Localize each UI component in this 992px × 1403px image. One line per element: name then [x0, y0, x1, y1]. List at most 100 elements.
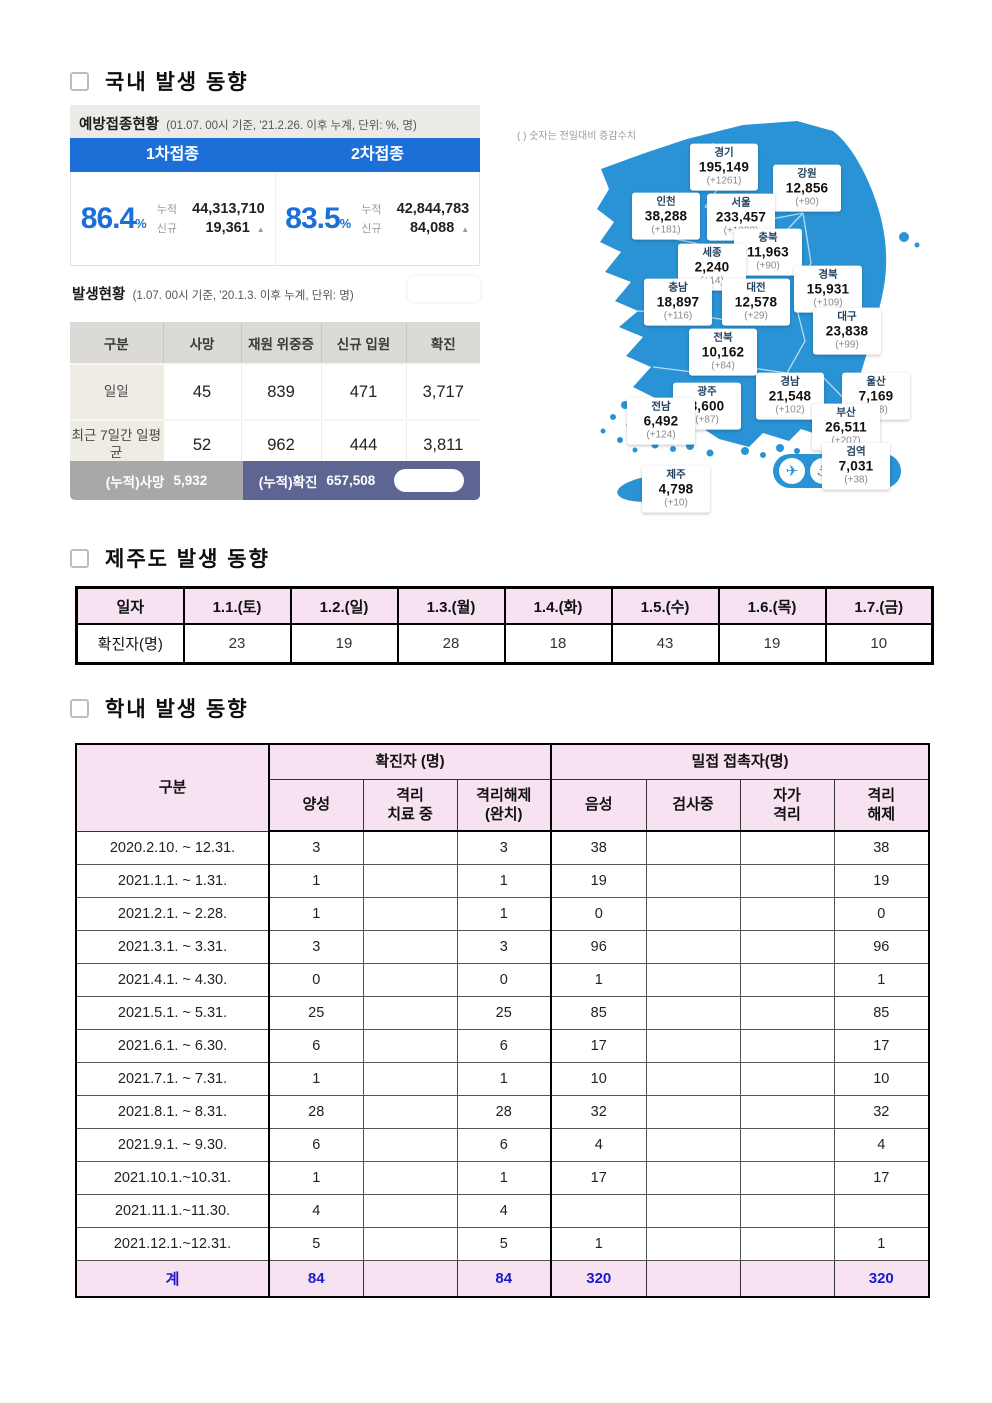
cell: 19: [717, 623, 827, 665]
dose2-new: 84,088: [409, 220, 455, 236]
region-delta: (+116): [663, 310, 693, 322]
cell: 96: [833, 930, 930, 964]
cell: [645, 996, 741, 1030]
region-value: 7,169: [858, 388, 894, 404]
cell: 52: [162, 419, 241, 469]
cell: 4: [833, 1128, 930, 1162]
region-delta: (+90): [756, 260, 780, 272]
section-heading-domestic: 국내 발생 동향: [70, 66, 249, 96]
period-cell: 2020.2.10. ~ 12.31.: [75, 830, 270, 865]
cell: [645, 1194, 741, 1228]
cell: 23: [182, 623, 292, 665]
table-row: 2021.8.1. ~ 8.31. 28 28 32 32: [75, 1095, 930, 1129]
cell: 38: [550, 830, 647, 865]
col-header: 1.3.(월): [396, 586, 506, 625]
col-header: 일자: [75, 586, 185, 625]
row-header: 확진자(명): [75, 623, 185, 665]
map-region-label: 경남 21,548 (+102): [756, 372, 824, 420]
up-arrow-icon: ▲: [256, 225, 265, 234]
col-header: 격리해제 (완치): [456, 779, 552, 832]
cell: 1: [456, 864, 552, 898]
region-name: 검역: [846, 445, 866, 458]
table-row: 2021.4.1. ~ 4.30. 0 0 1 1: [75, 963, 930, 997]
cell: 3: [456, 830, 552, 865]
cell: [739, 830, 835, 865]
cell: 3: [268, 830, 364, 865]
cell: [362, 1227, 458, 1261]
outbreak-footer: (누적)사망 5,932 (누적)확진 657,508: [70, 461, 480, 500]
vaccination-panel: 예방접종현황 (01.07. 00시 기준, '21.2.26. 이후 누계, …: [70, 105, 480, 266]
cell: 0: [456, 963, 552, 997]
region-name: 인천: [656, 195, 676, 208]
cell: 1: [456, 1062, 552, 1096]
cell: 6: [456, 1128, 552, 1162]
table-row: 2021.3.1. ~ 3.31. 3 3 96 96: [75, 930, 930, 964]
region-value: 2,240: [694, 259, 730, 275]
cumulative-confirmed: (누적)확진 657,508: [243, 461, 480, 500]
cell: [645, 864, 741, 898]
cell: 32: [833, 1095, 930, 1129]
cell: [362, 864, 458, 898]
cell: 45: [162, 363, 241, 420]
cell: 10: [550, 1062, 647, 1096]
vaccination-stats: 86.4% 누적 44,313,710 신규 19,361 ▲ 83.5% 누적 42,…: [70, 172, 480, 266]
cell: 4: [268, 1194, 364, 1228]
cell: [739, 1095, 835, 1129]
region-delta: (+124): [646, 429, 676, 441]
region-delta: (+29): [744, 310, 768, 322]
jeju-table: 일자 1.1.(토) 1.2.(일) 1.3.(월) 1.4.(화) 1.5.(수) 1.6…: [75, 586, 934, 665]
cell: [362, 1194, 458, 1228]
cell: 25: [268, 996, 364, 1030]
cell: 10: [824, 623, 934, 665]
cell: 1: [456, 1161, 552, 1195]
cell: [645, 1062, 741, 1096]
total-cell: [739, 1260, 835, 1298]
map-region-label: 검역 7,031 (+38): [822, 442, 890, 490]
region-delta: (+207): [831, 435, 861, 447]
cell: 19: [550, 864, 647, 898]
table-row: 2021.1.1. ~ 1.31. 1 1 19 19: [75, 864, 930, 898]
airplane-icon: ✈: [779, 458, 805, 484]
cell: 1: [268, 1161, 364, 1195]
region-value: 15,931: [806, 281, 850, 297]
outbreak-title-note: (1.07. 00시 기준, '20.1.3. 이후 누계, 단위: 명): [132, 290, 354, 302]
region-value: 4,798: [658, 481, 694, 497]
col-header: 격리 치료 중: [362, 779, 458, 832]
section-heading-jeju: 제주도 발생 동향: [70, 543, 270, 573]
cell: 962: [240, 419, 321, 469]
up-arrow-icon: ▲: [461, 225, 470, 234]
col-header: 검사중: [645, 779, 741, 832]
region-name: 대전: [746, 281, 766, 294]
total-cell: [362, 1260, 458, 1298]
cell: 17: [833, 1161, 930, 1195]
dose2-percent: 83.5%: [285, 201, 351, 235]
vaccination-header-bar: 1차접종 2차접종: [70, 138, 480, 172]
cell: 19: [289, 623, 399, 665]
section-title: 제주도 발생 동향: [105, 548, 270, 571]
region-value: 23,838: [825, 323, 869, 339]
cum-label: 누적: [361, 204, 382, 216]
cell: 96: [550, 930, 647, 964]
cell: 85: [550, 996, 647, 1030]
cell: 32: [550, 1095, 647, 1129]
region-name: 울산: [866, 375, 886, 388]
region-delta: (+109): [813, 297, 843, 309]
jeju-data-row: 확진자(명) 23 19 28 18 43 19 10: [75, 623, 934, 665]
cell: 28: [396, 623, 506, 665]
section-title: 학내 발생 동향: [105, 698, 249, 721]
cell: [645, 830, 741, 865]
cum-label: 누적: [156, 204, 177, 216]
region-value: 12,578: [734, 294, 778, 310]
col-header: 재원 위중증: [240, 322, 321, 364]
col-header: 음성: [550, 779, 647, 832]
cell: [739, 996, 835, 1030]
region-value: 18,897: [656, 294, 700, 310]
region-delta: (+181): [651, 224, 681, 236]
period-cell: 2021.6.1. ~ 6.30.: [75, 1029, 270, 1063]
region-name: 전남: [651, 400, 671, 413]
section-title: 국내 발생 동향: [105, 71, 249, 94]
dose2-stat: 83.5% 누적 42,844,783 신규 84,088 ▲: [274, 172, 480, 265]
cell: 1: [833, 1227, 930, 1261]
map-region-label: 경북 15,931 (+109): [794, 265, 862, 313]
region-value: 195,149: [698, 159, 750, 175]
